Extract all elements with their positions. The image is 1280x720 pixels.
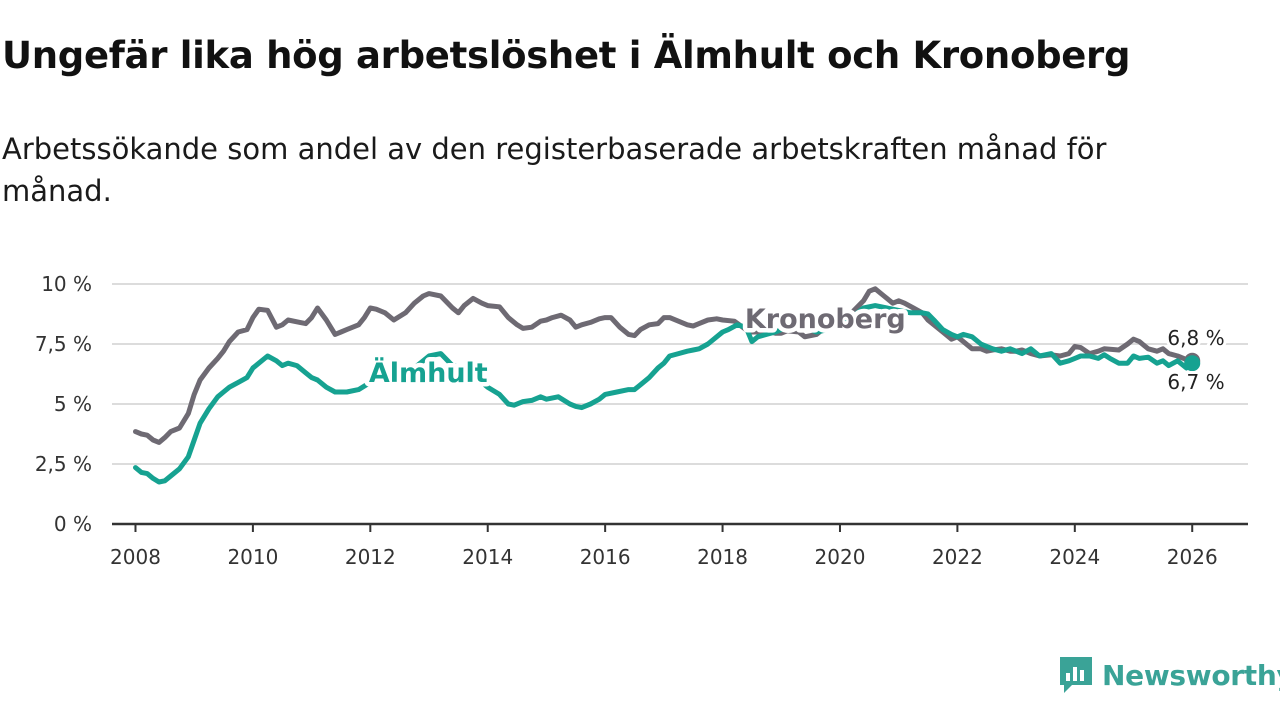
x-tick-label: 2022 — [932, 545, 983, 569]
gridlines — [112, 283, 1248, 465]
x-tick-label: 2024 — [1049, 545, 1100, 569]
y-tick-label: 5 % — [54, 392, 92, 416]
logo-text: Newsworthy — [1102, 658, 1280, 692]
x-tick-label: 2026 — [1167, 545, 1218, 569]
x-tick-label: 2018 — [697, 545, 748, 569]
x-tick-label: 2010 — [227, 545, 278, 569]
end-marker-almhult — [1184, 355, 1201, 372]
x-tick-label: 2014 — [462, 545, 513, 569]
chart-subtitle: Arbetssökande som andel av den registerb… — [2, 132, 1107, 208]
series-label-almhult: Älmhult — [369, 357, 488, 389]
x-tick-label: 2012 — [345, 545, 396, 569]
series-line-almhult — [133, 303, 1195, 485]
newsworthy-logo: Newsworthy — [1058, 655, 1280, 695]
series-lines — [133, 286, 1201, 485]
y-axis-ticks: 0 % 2,5 % 5 % 7,5 % 10 % — [35, 272, 92, 536]
x-tick-label: 2008 — [110, 545, 161, 569]
chart-title: Ungefär lika hög arbetslöshet i Älmhult … — [2, 34, 1131, 77]
end-label-almhult: 6,7 % — [1167, 370, 1224, 394]
y-tick-label: 10 % — [41, 272, 92, 296]
series-labels: Kronoberg Älmhult 6,8 % 6,7 % — [364, 300, 1227, 398]
series-label-kronoberg: Kronoberg — [745, 304, 906, 335]
x-axis-ticks: 2008 2010 2012 2014 2016 2018 2020 2022 2024 2026 — [110, 522, 1248, 569]
end-label-kronoberg: 6,8 % — [1167, 326, 1224, 350]
y-tick-label: 2,5 % — [35, 452, 92, 476]
y-tick-label: 7,5 % — [35, 332, 92, 356]
y-tick-label: 0 % — [54, 512, 92, 536]
x-tick-label: 2020 — [815, 545, 866, 569]
x-tick-label: 2016 — [580, 545, 631, 569]
newsworthy-logo-icon — [1060, 657, 1092, 693]
